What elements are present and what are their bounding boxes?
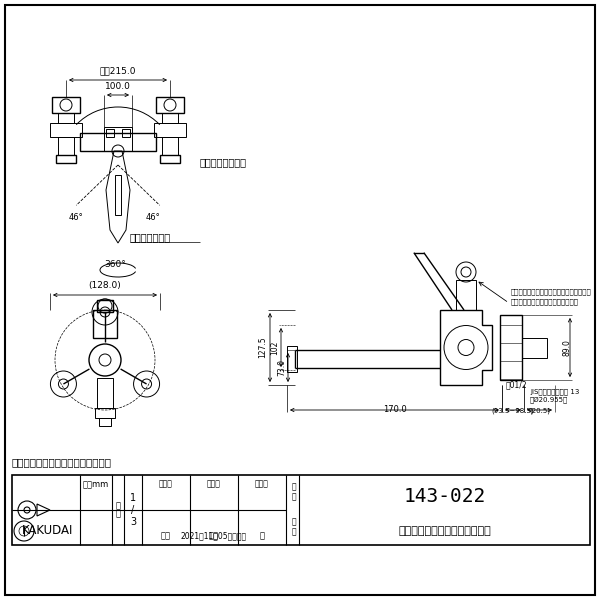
Text: 170.0: 170.0 [383,405,406,414]
Text: （Ø20.955）: （Ø20.955） [530,396,568,403]
Bar [106,129,114,137]
Text: 寒川: 寒川 [209,532,219,541]
Bar [104,127,132,151]
Bar [156,97,184,113]
Text: 吐水口回転角度: 吐水口回転角度 [130,232,171,242]
Bar [95,408,115,418]
Bar [58,113,74,123]
Text: 注：（）内寸法は参考寸法である。: 注：（）内寸法は参考寸法である。 [12,457,112,467]
Bar [56,155,76,163]
Text: 承　認: 承 認 [255,479,269,488]
Bar [122,129,130,137]
Text: 検　図: 検 図 [207,479,221,488]
Bar [12,475,590,545]
Text: シングルレバーシャワー混合栓: シングルレバーシャワー混合栓 [398,526,491,536]
Text: 360°: 360° [104,260,126,269]
Text: 46°: 46° [146,213,160,222]
Text: 名: 名 [292,527,296,536]
Bar [50,123,82,137]
Bar [456,280,476,310]
Bar [97,378,113,408]
Text: 品: 品 [292,482,296,491]
Bar [154,123,186,137]
Text: 度: 度 [115,509,121,518]
Bar [93,310,117,338]
Text: 最大215.0: 最大215.0 [100,66,136,75]
Text: 89.0: 89.0 [563,339,572,356]
Bar [162,113,178,123]
Text: この部分にシャワセットを取りつけます。: この部分にシャワセットを取りつけます。 [511,289,592,295]
Text: 46°: 46° [68,213,83,222]
Bar [80,133,156,151]
Bar [99,418,111,426]
Text: 127.5: 127.5 [258,337,267,358]
Text: Ｒ01/2: Ｒ01/2 [506,380,527,389]
Text: JIS給水設備用ねじ 13: JIS給水設備用ねじ 13 [530,388,580,395]
Text: 102: 102 [270,340,279,355]
Text: （シャワセットは部別部品販売。）: （シャワセットは部別部品販売。） [511,298,579,305]
Bar [115,175,121,215]
Text: 品: 品 [292,517,296,527]
Text: 100.0: 100.0 [105,82,131,91]
Text: 単位mm: 単位mm [83,481,109,490]
Text: 2021年11月05日　作成: 2021年11月05日 作成 [181,532,247,541]
Bar [522,337,547,358]
Bar [160,155,180,163]
Bar [97,300,113,312]
Bar [287,346,297,372]
Text: 尺: 尺 [115,502,121,511]
Text: 番: 番 [292,493,296,502]
Text: 1
/
3: 1 / 3 [130,493,136,527]
Text: 製　図: 製 図 [159,479,173,488]
Text: 143-022: 143-022 [403,487,485,506]
Text: ハンドル回転角度: ハンドル回転角度 [200,157,247,167]
Text: 和田: 和田 [161,532,171,541]
Bar [500,315,522,380]
Text: (93.5~98.5): (93.5~98.5) [491,407,535,414]
Bar [162,137,178,155]
Text: (128.0): (128.0) [89,281,121,290]
Bar [58,137,74,155]
Text: (20.5): (20.5) [529,407,550,414]
Text: KAKUDAI: KAKUDAI [22,524,74,538]
Text: 祝: 祝 [260,532,265,541]
Text: 73.0: 73.0 [277,359,286,376]
Bar [52,97,80,113]
